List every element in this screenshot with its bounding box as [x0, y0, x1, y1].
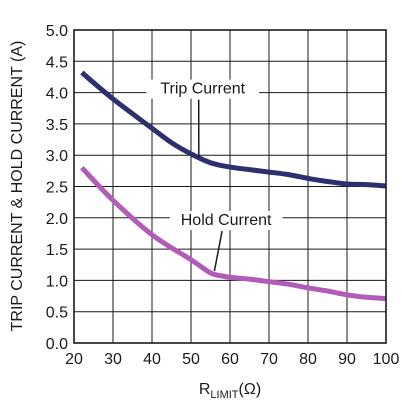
y-tick-label: 1.0 [46, 273, 68, 290]
y-tick-label: 2.5 [46, 180, 68, 197]
grid [74, 30, 386, 343]
y-tick-label: 4.0 [46, 86, 68, 103]
x-tick-label: 70 [260, 351, 278, 368]
hold-current-line [79, 165, 387, 302]
x-tick-label: 100 [373, 351, 400, 368]
y-tick-label: 3.0 [46, 148, 68, 165]
series [79, 70, 387, 302]
y-tick-label: 0.5 [46, 305, 68, 322]
x-tick-label: 90 [338, 351, 356, 368]
x-axis-label: RLIMIT(Ω) [199, 381, 261, 401]
annotation-background [146, 79, 260, 99]
hold-current-label: Hold Current [181, 212, 272, 229]
x-tick-label: 80 [299, 351, 317, 368]
x-tick-label: 20 [65, 351, 83, 368]
plot-frame [73, 29, 387, 344]
y-tick-label: 0.0 [46, 336, 68, 353]
annotations: Trip Current Hold Current [146, 79, 283, 272]
y-tick-label: 2.0 [46, 211, 68, 228]
trip-current-label: Trip Current [160, 81, 245, 98]
x-tick-label: 60 [221, 351, 239, 368]
y-tick-label: 4.5 [46, 54, 68, 71]
y-axis-label: TRIP CURRENT & HOLD CURRENT (A) [9, 41, 26, 332]
trip-current-line [80, 70, 387, 189]
x-tick-label: 40 [143, 351, 161, 368]
y-tick-label: 5.0 [46, 23, 68, 40]
annotation-leader-line [213, 230, 223, 272]
y-tick-label: 3.5 [46, 117, 68, 134]
x-tick-label: 50 [182, 351, 200, 368]
y-tick-label: 1.5 [46, 242, 68, 259]
x-tick-label: 30 [104, 351, 122, 368]
annotation-background [169, 211, 283, 231]
y-tick-labels: 0.0 0.5 1.0 1.5 2.0 2.5 3.0 3.5 4.0 4.5 5.0 [46, 23, 68, 353]
x-axis-label-sub: LIMIT [210, 389, 238, 401]
x-axis-label-unit: (Ω) [239, 381, 262, 398]
x-axis-label-main: R [199, 381, 211, 398]
x-tick-labels: 20 30 40 50 60 70 80 90 100 [65, 351, 399, 368]
